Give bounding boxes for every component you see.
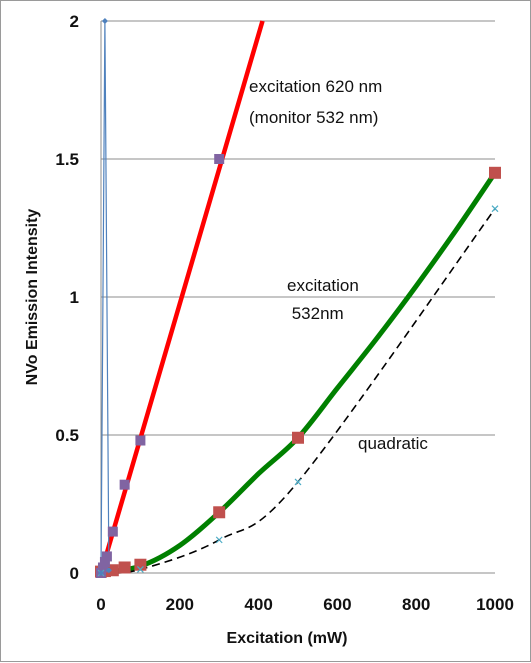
x-tick-label: 800 [402,595,430,614]
x-tick-label: 600 [323,595,351,614]
marker-quadratic-point [215,536,223,544]
annotation-620nm-line1: excitation 620 nm [249,77,382,96]
series-quadratic-line [100,208,496,574]
y-tick-label: 0 [70,564,79,583]
marker-532nm-point [118,561,131,574]
x-tick-label: 200 [166,595,194,614]
marker-620nm-point [135,435,146,446]
marker-620nm-point [119,479,130,490]
marker-532nm-point [489,166,501,179]
marker-532nm-point [134,558,147,571]
x-tick-label: 0 [96,595,105,614]
marker-x-stroke [215,536,223,544]
y-tick-label: 2 [70,12,79,31]
marker-532nm-point [292,431,304,444]
x-tick-label: 400 [244,595,272,614]
marker-quadratic-point [294,478,302,486]
marker-x-stroke [136,565,144,573]
marker-620nm-point [101,551,112,562]
marker-532nm-point [106,564,119,577]
axes [100,21,495,574]
marker-quadratic-point [136,565,144,573]
annotation-532nm-line2: 532nm [287,304,344,323]
marker-blue-point [98,570,104,576]
marker-blue-point [105,567,112,574]
x-axis-title: Excitation (mW) [227,630,348,647]
marker-620nm-point [99,556,110,567]
marker-620nm-point [214,154,225,164]
annotation-quadratic: quadratic [358,434,428,453]
marker-x-stroke [491,205,499,213]
marker-quadratic-point [491,205,499,213]
annotation-532nm-line1: excitation [287,276,359,295]
x-tick-label: 1000 [476,595,514,614]
annotation-620nm-line2: (monitor 532 nm) [249,108,378,127]
marker-620nm-point [97,562,108,573]
y-tick-label: 0.5 [55,426,79,445]
marker-x-stroke [294,478,302,486]
y-axis-title: NVo Emission Intensity [24,209,41,386]
marker-532nm-point [213,506,226,519]
y-tick-label: 1 [70,288,79,307]
tick-labels: 0 0.5 1 1.5 2 0 200 400 600 800 1000 [55,12,514,614]
series-layer [95,18,501,578]
marker-blue-point [101,18,108,24]
y-tick-label: 1.5 [55,150,79,169]
marker-620nm-point [107,526,118,537]
